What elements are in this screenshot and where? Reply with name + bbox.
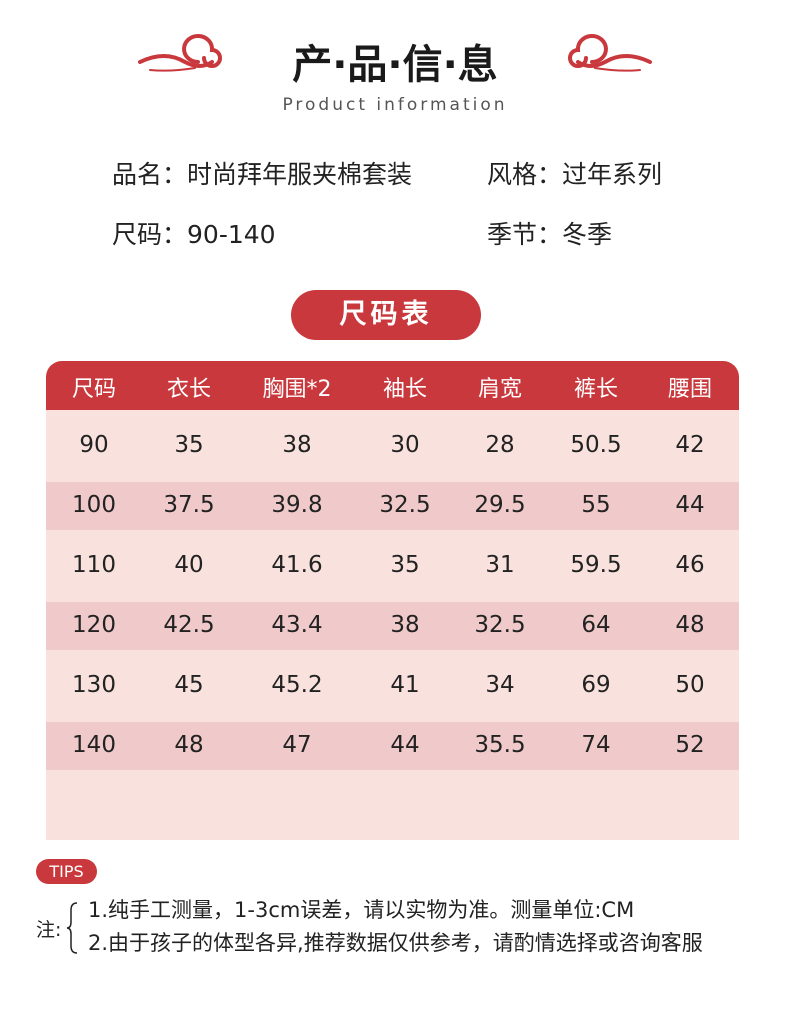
chart-title: 尺码表: [291, 290, 481, 340]
table-cell: 48: [675, 612, 705, 638]
header-cell: 肩宽: [477, 377, 523, 402]
table-cell: 45.2: [271, 672, 323, 698]
info-value: 冬季: [562, 220, 613, 249]
table-cell: 100: [72, 492, 116, 518]
row-stripe: [46, 602, 739, 650]
header-cell: 尺码: [71, 377, 117, 402]
tips-badge: TIPS: [36, 859, 97, 884]
subtitle: Product information: [282, 95, 508, 115]
table-cell: 45: [174, 672, 204, 698]
table-cell: 31: [485, 552, 515, 578]
info-label: 季节：: [487, 220, 563, 249]
table-cell: 50: [675, 672, 705, 698]
table-cell: 48: [174, 732, 204, 758]
info-item: 尺码：90-140: [112, 215, 276, 251]
info-value: 过年系列: [562, 160, 663, 189]
header-cell: 胸围*2: [262, 377, 332, 402]
row-stripe: [46, 722, 739, 770]
table-cell: 37.5: [163, 492, 215, 518]
table-cell: 29.5: [474, 492, 526, 518]
info-item: 品名：时尚拜年服夹棉套装: [112, 155, 412, 191]
table-cell: 28: [485, 432, 515, 458]
table-cell: 130: [72, 672, 116, 698]
table-cell: 30: [390, 432, 420, 458]
tip-line: 1.纯手工测量，1-3cm误差，请以实物为准。测量单位:CM: [88, 898, 635, 922]
size-table: 尺码 衣长 胸围*2 袖长 肩宽 裤长 腰围 90 35 38 30 28 50.5 42 100 37.5 3…: [46, 361, 739, 840]
table-cell: 64: [581, 612, 611, 638]
table-cell: 40: [174, 552, 204, 578]
info-label: 尺码：: [112, 220, 188, 249]
info-value: 时尚拜年服夹棉套装: [187, 160, 413, 189]
info-label: 风格：: [487, 160, 563, 189]
table-cell: 41: [390, 672, 420, 698]
info-item: 季节：冬季: [487, 215, 612, 251]
table-cell: 39.8: [271, 492, 323, 518]
note-prefix: 注:: [36, 919, 62, 941]
row-stripe: [46, 482, 739, 530]
brace: [66, 902, 78, 954]
table-cell: 69: [581, 672, 611, 698]
table-cell: 35: [390, 552, 420, 578]
table-cell: 38: [390, 612, 420, 638]
title: 产·品·信·息: [292, 42, 498, 88]
header-cell: 袖长: [382, 377, 428, 402]
table-cell: 44: [390, 732, 420, 758]
header-cell: 腰围: [667, 377, 713, 402]
table-cell: 110: [72, 552, 116, 578]
decoration: [138, 34, 652, 72]
tip-line: 2.由于孩子的体型各异,推荐数据仅供参考，请酌情选择或咨询客服: [88, 931, 703, 955]
table-cell: 90: [79, 432, 109, 458]
table-cell: 38: [282, 432, 312, 458]
table-cell: 32.5: [379, 492, 431, 518]
table-cell: 46: [675, 552, 705, 578]
table-cell: 35: [174, 432, 204, 458]
table-header: [46, 361, 739, 410]
table-cell: 59.5: [570, 552, 622, 578]
header-cell: 衣长: [166, 377, 212, 402]
table-cell: 32.5: [474, 612, 526, 638]
table-cell: 140: [72, 732, 116, 758]
table-cell: 50.5: [570, 432, 622, 458]
table-cell: 74: [581, 732, 611, 758]
table-cell: 42: [675, 432, 705, 458]
table-cell: 120: [72, 612, 116, 638]
table-cell: 55: [581, 492, 611, 518]
info-value: 90-140: [187, 220, 276, 249]
info-item: 风格：过年系列: [487, 155, 662, 191]
table-cell: 34: [485, 672, 515, 698]
table-cell: 41.6: [271, 552, 323, 578]
header-cell: 裤长: [573, 377, 619, 402]
table-cell: 47: [282, 732, 312, 758]
info-label: 品名：: [112, 160, 188, 189]
table-cell: 43.4: [271, 612, 323, 638]
table-cell: 44: [675, 492, 705, 518]
table-cell: 42.5: [163, 612, 215, 638]
table-cell: 52: [675, 732, 705, 758]
table-cell: 35.5: [474, 732, 526, 758]
